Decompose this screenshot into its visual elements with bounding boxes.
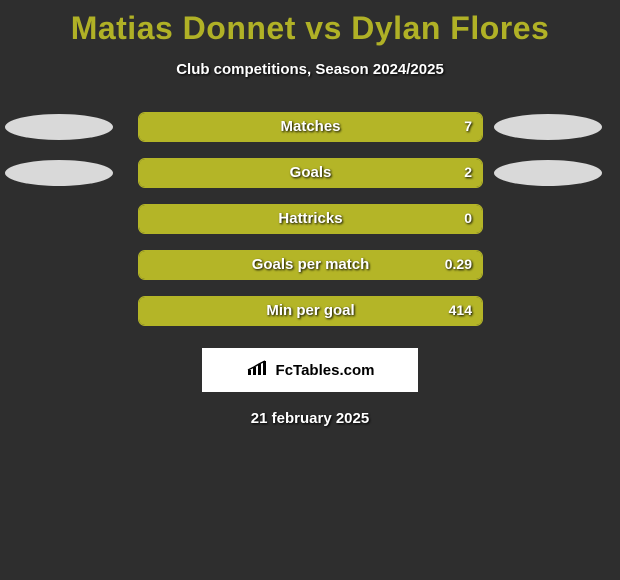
bar-track <box>138 250 483 280</box>
page-title: Matias Donnet vs Dylan Flores <box>0 0 620 47</box>
bar-track <box>138 112 483 142</box>
stat-row: Goals per match0.29 <box>0 248 620 294</box>
date-label: 21 february 2025 <box>0 410 620 427</box>
bar-chart-icon <box>246 359 270 382</box>
comparison-chart: Matches7Goals2Hattricks0Goals per match0… <box>0 110 620 340</box>
stat-row: Matches7 <box>0 110 620 156</box>
attribution-text: FcTables.com <box>276 362 375 379</box>
stat-row: Min per goal414 <box>0 294 620 340</box>
player-left-marker <box>5 114 113 140</box>
player-right-marker <box>494 114 602 140</box>
attribution-badge: FcTables.com <box>202 348 418 392</box>
bar-fill-right <box>139 205 482 233</box>
bar-fill-right <box>139 159 482 187</box>
bar-fill-right <box>139 113 482 141</box>
stat-row: Hattricks0 <box>0 202 620 248</box>
player-right-marker <box>494 160 602 186</box>
bar-track <box>138 296 483 326</box>
subtitle: Club competitions, Season 2024/2025 <box>0 61 620 78</box>
stat-row: Goals2 <box>0 156 620 202</box>
bar-fill-right <box>139 297 482 325</box>
bar-fill-right <box>139 251 482 279</box>
player-left-marker <box>5 160 113 186</box>
bar-track <box>138 204 483 234</box>
bar-track <box>138 158 483 188</box>
